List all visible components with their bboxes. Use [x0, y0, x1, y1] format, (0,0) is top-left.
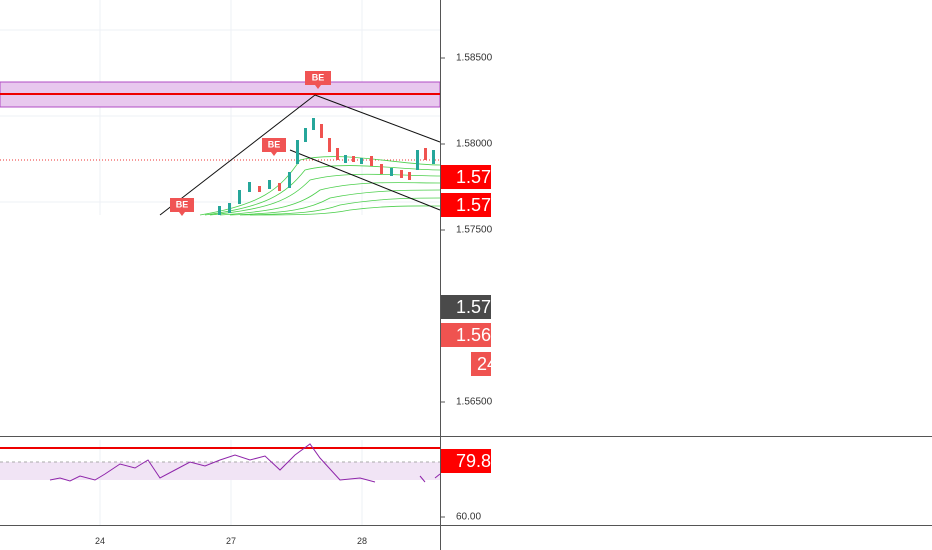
candles	[218, 118, 435, 215]
price-tag: 1.57	[456, 195, 491, 215]
be-label: BE	[312, 72, 325, 82]
price-tags: 1.57 1.57 1.57 1.56 24	[441, 165, 497, 376]
be-label: BE	[268, 139, 281, 149]
indicator-tag: 79.8	[456, 451, 491, 471]
be-marker	[305, 71, 331, 89]
price-ticks: 1.58500 1.58000 1.57500 1.56500	[440, 53, 493, 408]
be-marker	[170, 198, 194, 216]
price-tick-label: 1.57500	[456, 225, 493, 236]
price-tag: 1.57	[456, 167, 491, 187]
price-tag: 1.56	[456, 325, 491, 345]
trend-lines	[159, 94, 441, 216]
markers: BE BE BE	[170, 71, 331, 216]
date-label: 27	[226, 536, 236, 546]
grid	[0, 0, 440, 525]
indicator-tag-box	[441, 449, 491, 473]
be-marker	[262, 138, 286, 156]
date-label: 28	[357, 536, 367, 546]
price-tag: 1.57	[456, 297, 491, 317]
indicator-line	[49, 443, 441, 483]
indicator-tick-label: 60.00	[456, 512, 481, 523]
price-tick-label: 1.58500	[456, 53, 493, 64]
price-tick-label: 1.56500	[456, 397, 493, 408]
countdown-tag: 24	[477, 354, 497, 374]
date-label: 24	[95, 536, 105, 546]
be-label: BE	[176, 199, 189, 209]
indicator-band	[0, 462, 440, 480]
ribbon	[199, 156, 441, 216]
price-tick-label: 1.58000	[456, 139, 493, 150]
